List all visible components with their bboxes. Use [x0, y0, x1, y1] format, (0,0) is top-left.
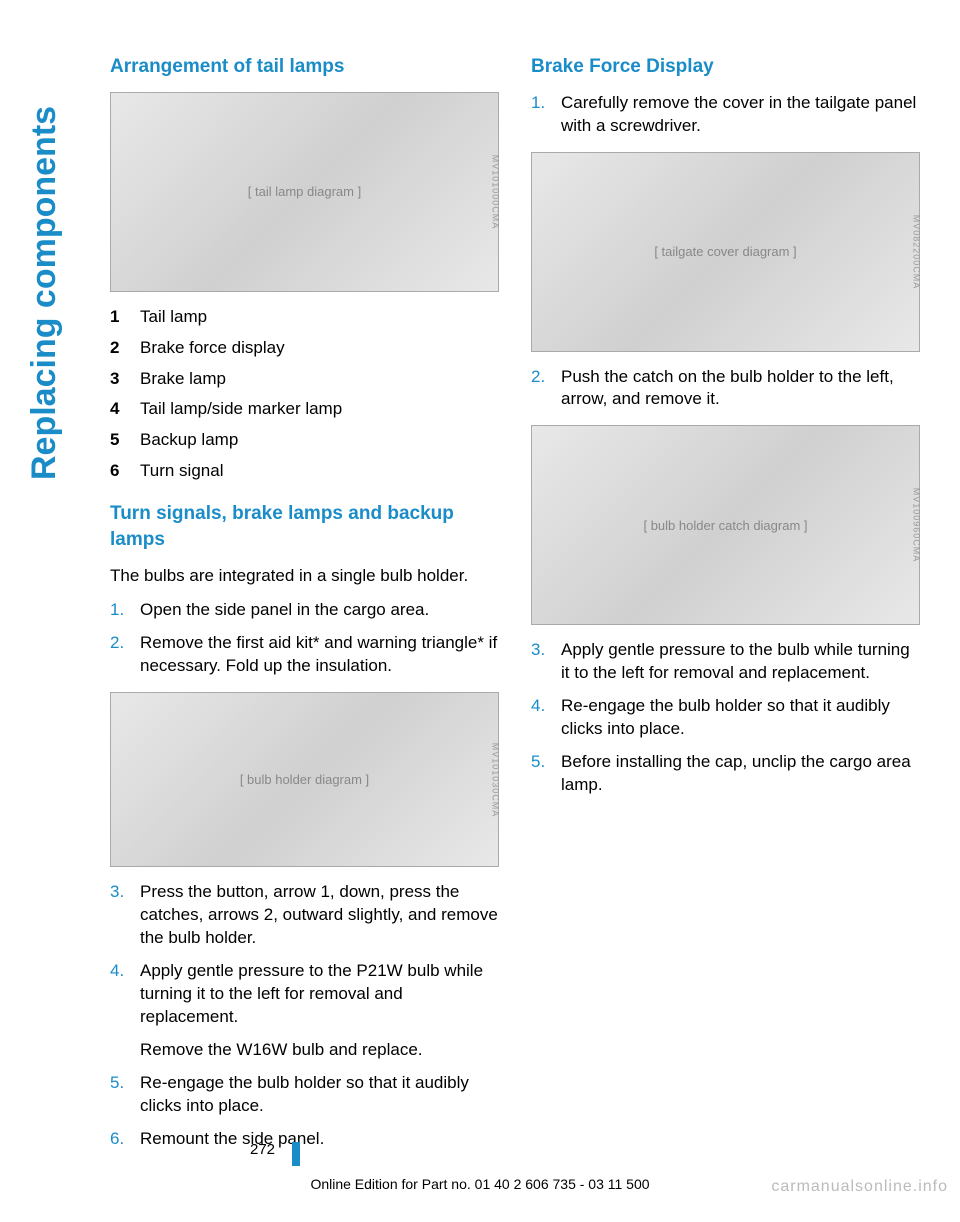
step-item: Re-engage the bulb holder so that it aud… — [110, 1072, 499, 1118]
heading-tail-arrangement: Arrangement of tail lamps — [110, 54, 499, 80]
right-column: Brake Force Display Carefully remove the… — [531, 50, 920, 1165]
legend-number: 4 — [110, 398, 124, 421]
content-columns: Arrangement of tail lamps [ tail lamp di… — [110, 50, 920, 1165]
figure-placeholder: [ bulb holder catch diagram ] — [643, 517, 807, 535]
page-number: 272 — [250, 1140, 275, 1160]
page-number-tick — [292, 1142, 300, 1166]
figure-bulb-holder: [ bulb holder diagram ] MV101030CMA — [110, 692, 499, 867]
figure-bulb-holder-catch: [ bulb holder catch diagram ] MV100960CM… — [531, 425, 920, 625]
legend-text: Brake lamp — [140, 368, 226, 391]
legend-row: 2 Brake force display — [110, 337, 499, 360]
tail-lamp-legend: 1 Tail lamp 2 Brake force display 3 Brake lam… — [110, 306, 499, 484]
legend-text: Tail lamp/side marker lamp — [140, 398, 342, 421]
legend-text: Backup lamp — [140, 429, 238, 452]
steps-brake-2: Push the catch on the bulb holder to the… — [531, 366, 920, 412]
steps-brake-rest: Apply gentle pressure to the bulb while … — [531, 639, 920, 797]
step-item: Press the button, arrow 1, down, press t… — [110, 881, 499, 950]
legend-number: 2 — [110, 337, 124, 360]
legend-number: 5 — [110, 429, 124, 452]
step-item: Remove the first aid kit* and warning tr… — [110, 632, 499, 678]
figure-tail-lamp-arrangement: [ tail lamp diagram ] MV101000CMA — [110, 92, 499, 292]
legend-row: 3 Brake lamp — [110, 368, 499, 391]
steps-list-a: Open the side panel in the cargo area. Re… — [110, 599, 499, 678]
image-code: MV100960CMA — [911, 488, 923, 563]
heading-brake-force: Brake Force Display — [531, 54, 920, 80]
legend-text: Brake force display — [140, 337, 285, 360]
legend-row: 1 Tail lamp — [110, 306, 499, 329]
image-code: MV101000CMA — [490, 154, 502, 229]
figure-tailgate-cover: [ tailgate cover diagram ] MV082200CMA — [531, 152, 920, 352]
legend-row: 6 Turn signal — [110, 460, 499, 483]
figure-placeholder: [ bulb holder diagram ] — [240, 771, 369, 789]
watermark: carmanualsonline.info — [771, 1176, 948, 1198]
step-item: Apply gentle pressure to the P21W bulb w… — [110, 960, 499, 1062]
step-item: Re-engage the bulb holder so that it aud… — [531, 695, 920, 741]
figure-placeholder: [ tailgate cover diagram ] — [654, 243, 796, 261]
step-item: Before installing the cap, unclip the ca… — [531, 751, 920, 797]
image-code: MV082200CMA — [911, 214, 923, 289]
turn-intro-text: The bulbs are integrated in a single bul… — [110, 565, 499, 588]
step-item: Apply gentle pressure to the bulb while … — [531, 639, 920, 685]
legend-row: 4 Tail lamp/side marker lamp — [110, 398, 499, 421]
step-item: Remount the side panel. — [110, 1128, 499, 1151]
legend-text: Turn signal — [140, 460, 223, 483]
step-item: Carefully remove the cover in the tailga… — [531, 92, 920, 138]
side-section-title: Replacing components — [22, 106, 68, 480]
step-item: Open the side panel in the cargo area. — [110, 599, 499, 622]
step-subtext: Remove the W16W bulb and replace. — [140, 1039, 499, 1062]
legend-number: 3 — [110, 368, 124, 391]
left-column: Arrangement of tail lamps [ tail lamp di… — [110, 50, 499, 1165]
legend-row: 5 Backup lamp — [110, 429, 499, 452]
steps-brake-1: Carefully remove the cover in the tailga… — [531, 92, 920, 138]
heading-turn-signals: Turn signals, brake lamps and backup lam… — [110, 501, 499, 552]
steps-list-b: Press the button, arrow 1, down, press t… — [110, 881, 499, 1150]
legend-number: 6 — [110, 460, 124, 483]
figure-placeholder: [ tail lamp diagram ] — [248, 183, 361, 201]
legend-text: Tail lamp — [140, 306, 207, 329]
step-item: Push the catch on the bulb holder to the… — [531, 366, 920, 412]
legend-number: 1 — [110, 306, 124, 329]
image-code: MV101030CMA — [490, 743, 502, 818]
